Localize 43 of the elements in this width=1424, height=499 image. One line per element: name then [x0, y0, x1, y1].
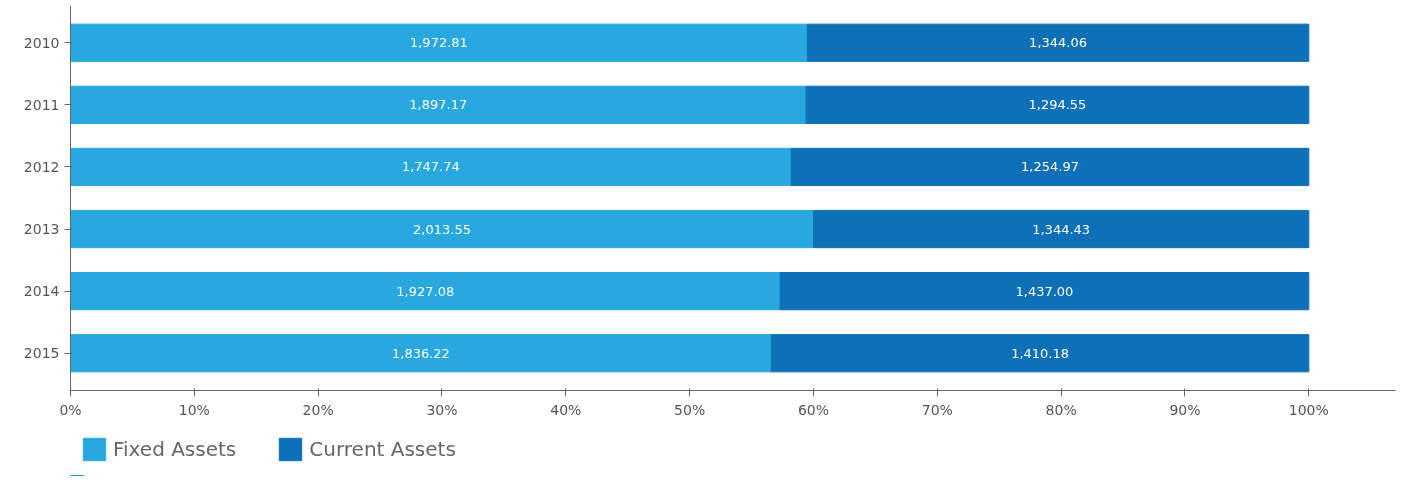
- annotation: 1,897.17: [409, 97, 468, 113]
- legend-label: Fixed Assets: [113, 437, 237, 461]
- bar: [779, 272, 1310, 311]
- x-tick-label: 60%: [797, 401, 830, 418]
- x-tick-label: 30%: [426, 401, 458, 418]
- annotation: 1,747.74: [401, 159, 460, 175]
- x-tick-label: 40%: [550, 401, 582, 418]
- bar: [70, 272, 781, 311]
- annotation: 1,437.00: [1015, 283, 1074, 299]
- annotation: 1,344.43: [1032, 221, 1091, 237]
- y-tick-label: 2012: [23, 158, 60, 175]
- bar: [70, 209, 814, 249]
- bar: [812, 209, 1310, 249]
- x-tick-label: 20%: [302, 401, 334, 418]
- x-tick-label: 0%: [59, 401, 82, 418]
- annotation: 1,410.18: [1011, 345, 1070, 361]
- annotation: 1,972.81: [409, 35, 468, 51]
- x-tick-label: 100%: [1288, 401, 1329, 418]
- annotation: 1,344.06: [1029, 35, 1087, 51]
- y-tick-label: 2013: [23, 221, 60, 238]
- bar: [806, 23, 1310, 62]
- annotation: 1,836.22: [392, 345, 450, 361]
- y-tick-label: 2010: [23, 34, 60, 51]
- x-tick-label: 90%: [1169, 401, 1201, 418]
- x-tick-label: 10%: [178, 401, 210, 418]
- bar: [790, 147, 1310, 187]
- annotation: 2,013.55: [413, 221, 471, 237]
- x-tick-label: 80%: [1045, 401, 1077, 418]
- bar: [805, 85, 1310, 124]
- bar: [70, 85, 807, 124]
- y-tick-label: 2011: [23, 96, 60, 113]
- y-tick-label: 2014: [23, 283, 60, 300]
- legend-label: Current Assets: [309, 437, 456, 461]
- bar: [70, 147, 792, 187]
- annotation: 1,927.08: [396, 283, 455, 299]
- annotation: 1,254.97: [1021, 159, 1079, 175]
- x-tick-label: 50%: [674, 401, 706, 418]
- y-tick-label: 2015: [23, 345, 60, 362]
- x-tick-label: 70%: [921, 401, 953, 418]
- annotation: 1,294.55: [1028, 97, 1087, 113]
- bar: [770, 334, 1310, 373]
- bar: [70, 23, 808, 62]
- bar: [70, 334, 772, 373]
